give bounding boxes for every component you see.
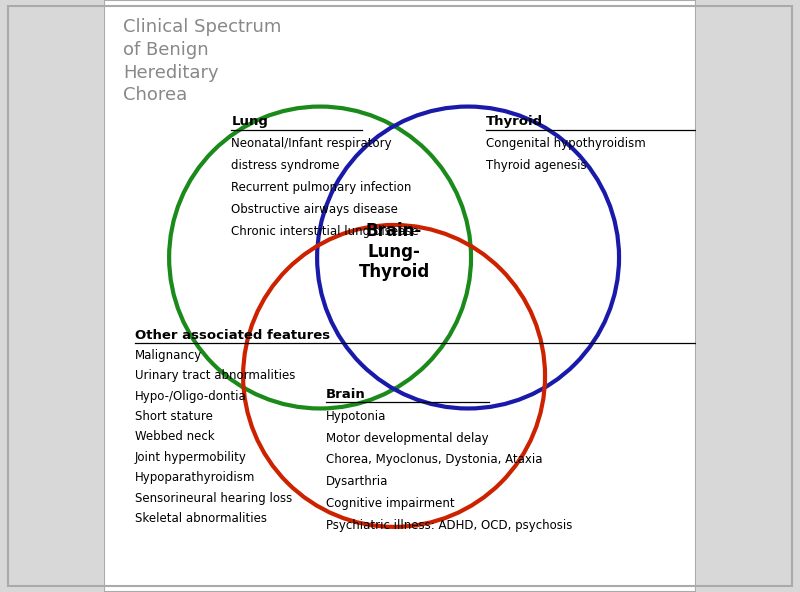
Text: Urinary tract abnormalities: Urinary tract abnormalities [134, 369, 295, 382]
Text: Hypotonia: Hypotonia [326, 410, 386, 423]
Text: Recurrent pulmonary infection: Recurrent pulmonary infection [231, 181, 412, 194]
Text: Brain: Brain [326, 388, 366, 401]
Text: Lung: Lung [231, 115, 268, 128]
Text: Clinical Spectrum
of Benign
Hereditary
Chorea: Clinical Spectrum of Benign Hereditary C… [123, 18, 282, 104]
Text: Malignancy: Malignancy [134, 349, 202, 362]
Text: Congenital hypothyroidism: Congenital hypothyroidism [486, 137, 646, 150]
Text: Hypoparathyroidism: Hypoparathyroidism [134, 471, 255, 484]
Text: Motor developmental delay: Motor developmental delay [326, 432, 489, 445]
Text: Thyroid agenesis: Thyroid agenesis [486, 159, 586, 172]
Text: Joint hypermobility: Joint hypermobility [134, 451, 246, 464]
Text: distress syndrome: distress syndrome [231, 159, 340, 172]
Text: Neonatal/Infant respiratory: Neonatal/Infant respiratory [231, 137, 392, 150]
Text: Cognitive impairment: Cognitive impairment [326, 497, 454, 510]
FancyBboxPatch shape [104, 0, 696, 592]
Text: Webbed neck: Webbed neck [134, 430, 214, 443]
Text: Chronic interstitial lung disease: Chronic interstitial lung disease [231, 225, 419, 238]
Text: Dysarthria: Dysarthria [326, 475, 388, 488]
Text: Sensorineural hearing loss: Sensorineural hearing loss [134, 491, 292, 504]
Text: Psychiatric illness: ADHD, OCD, psychosis: Psychiatric illness: ADHD, OCD, psychosi… [326, 519, 572, 532]
Text: Thyroid: Thyroid [486, 115, 543, 128]
Text: Hypo-/Oligo-dontia: Hypo-/Oligo-dontia [134, 390, 246, 403]
Text: Obstructive airways disease: Obstructive airways disease [231, 203, 398, 216]
Text: Short stature: Short stature [134, 410, 213, 423]
Text: Chorea, Myoclonus, Dystonia, Ataxia: Chorea, Myoclonus, Dystonia, Ataxia [326, 453, 542, 466]
Text: Other associated features: Other associated features [134, 329, 330, 342]
Text: Brain-
Lung-
Thyroid: Brain- Lung- Thyroid [358, 222, 430, 281]
Text: Skeletal abnormalities: Skeletal abnormalities [134, 512, 266, 525]
